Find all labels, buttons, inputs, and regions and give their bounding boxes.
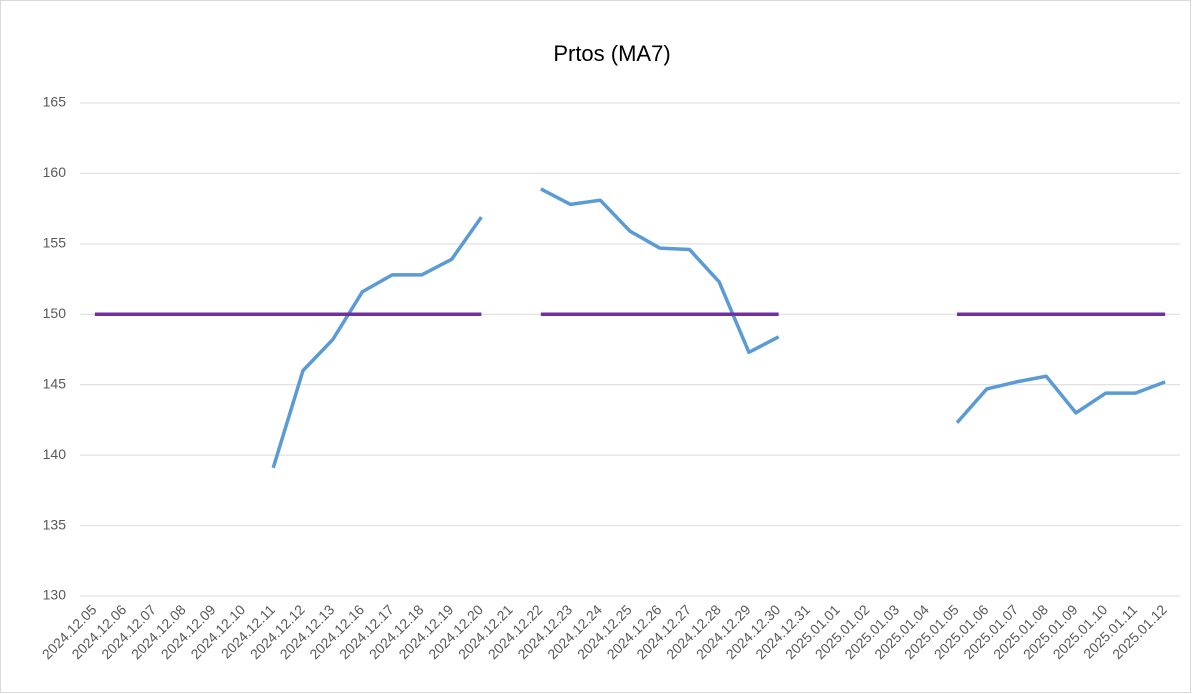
y-tick-label: 145 [43, 375, 67, 391]
y-tick-label: 135 [43, 516, 67, 532]
series-line [271, 187, 1166, 469]
y-tick-label: 150 [43, 305, 67, 321]
y-tick-label: 155 [43, 235, 67, 251]
y-tick-label: 140 [43, 446, 67, 462]
y-tick-label: 130 [43, 587, 67, 603]
chart-title: Prtos (MA7) [553, 41, 670, 66]
y-tick-label: 165 [43, 94, 67, 110]
y-tick-label: 160 [43, 164, 67, 180]
